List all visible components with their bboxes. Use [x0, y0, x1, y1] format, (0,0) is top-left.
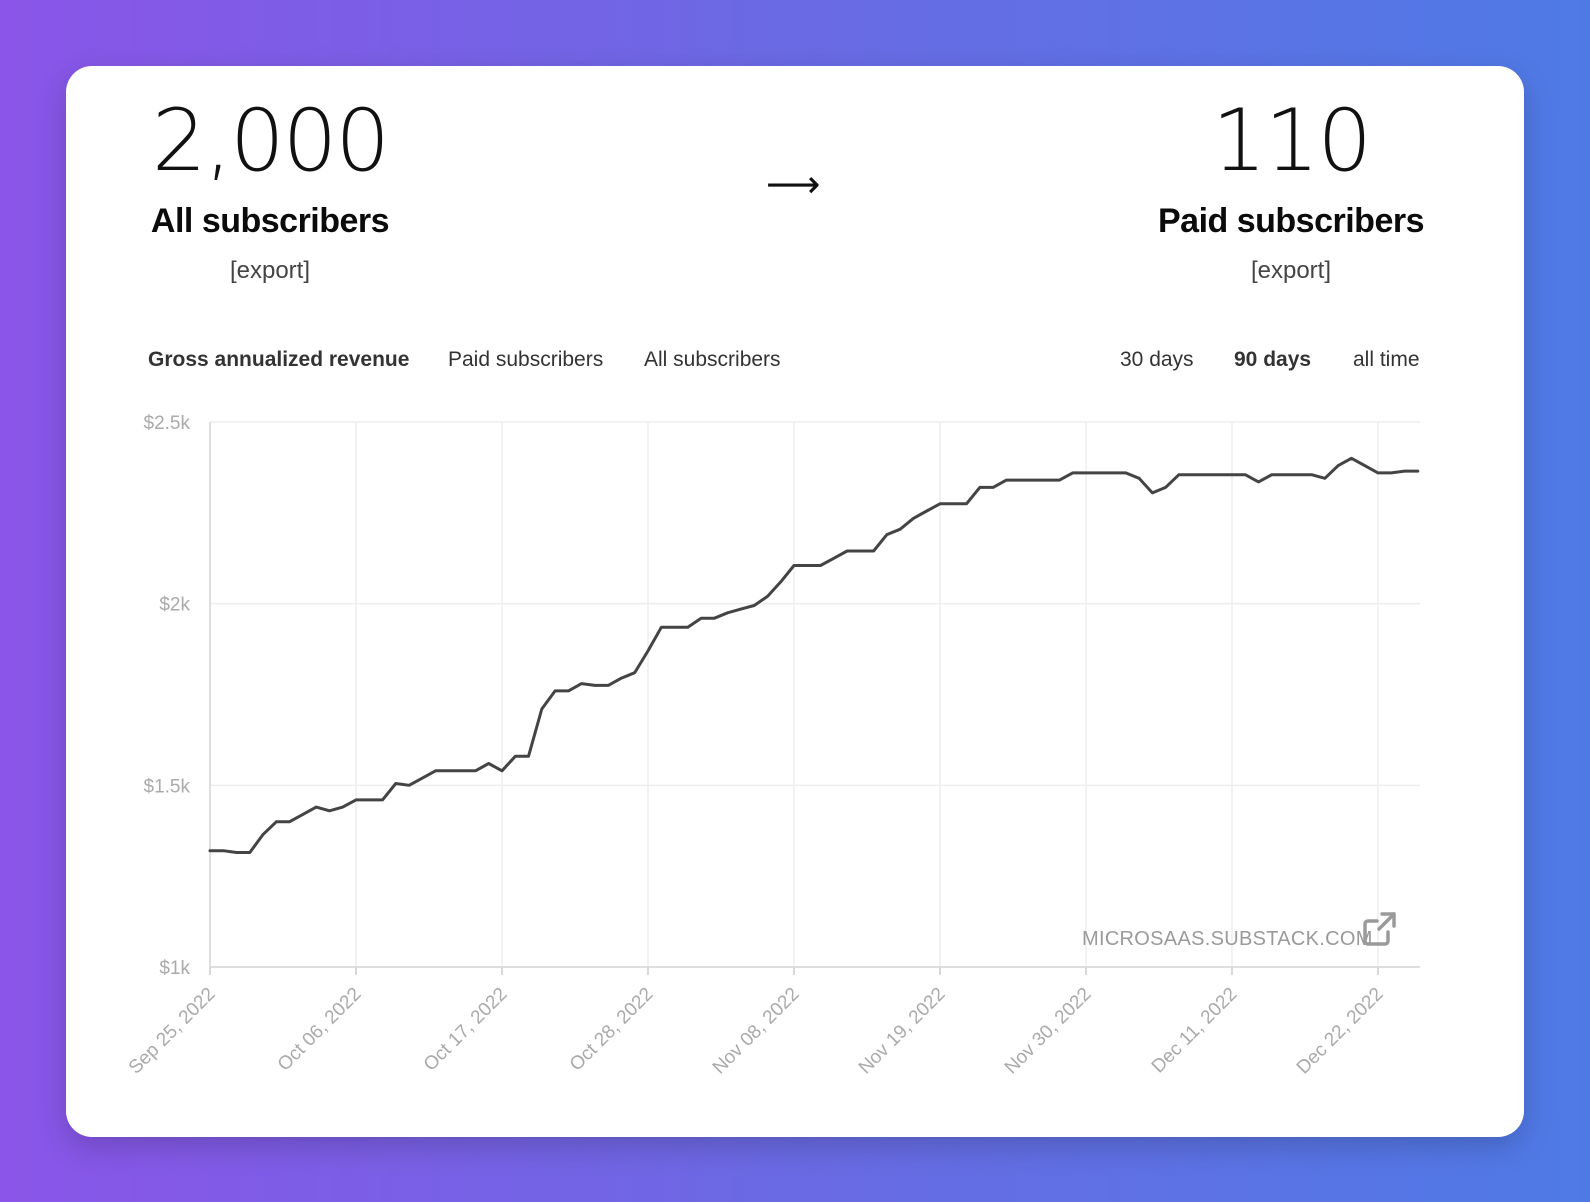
x-tick-label: Oct 17, 2022 — [420, 984, 512, 1076]
all-subscribers-export-link[interactable]: [export] — [229, 257, 311, 284]
external-link-icon[interactable] — [1360, 908, 1400, 948]
all-subscribers-stat: 2,000 All subscribers [export] — [140, 98, 400, 285]
x-tick-label: Nov 19, 2022 — [855, 984, 950, 1079]
tab-paid-subscribers[interactable]: Paid subscribers — [448, 348, 604, 371]
all-subscribers-label: All subscribers — [150, 202, 390, 240]
y-tick-label: $2k — [159, 595, 190, 616]
x-tick-label: Oct 28, 2022 — [566, 984, 658, 1076]
x-tick-label: Oct 06, 2022 — [274, 984, 366, 1076]
range-all-time[interactable]: all time — [1353, 348, 1420, 371]
revenue-line-chart: $1k $1.5k $2k $2.5k Sep 25, 2022 Oct 06, 2022… — [125, 413, 1420, 1079]
y-tick-label: $1k — [159, 958, 190, 979]
watermark-text: MICROSAAS.SUBSTACK.COM — [1082, 928, 1373, 950]
paid-subscribers-export-link[interactable]: [export] — [1250, 257, 1332, 284]
y-tick-label: $2.5k — [144, 413, 191, 434]
paid-subscribers-count: 110 — [1211, 91, 1372, 191]
arrow-right-icon: ⟶ — [766, 164, 821, 206]
x-tick-label: Dec 11, 2022 — [1148, 984, 1242, 1078]
x-tick-label: Dec 22, 2022 — [1293, 984, 1388, 1079]
tab-all-subscribers[interactable]: All subscribers — [644, 348, 781, 371]
paid-subscribers-stat: 110 Paid subscribers [export] — [1146, 98, 1436, 285]
y-tick-label: $1.5k — [144, 776, 191, 797]
x-tick-label: Nov 08, 2022 — [709, 984, 804, 1079]
tab-gross-annualized-revenue[interactable]: Gross annualized revenue — [148, 348, 410, 371]
analytics-card: 2,000 All subscribers [export] ⟶ 110 Pai… — [66, 66, 1524, 1137]
x-tick-label: Nov 30, 2022 — [1001, 984, 1096, 1079]
paid-subscribers-label: Paid subscribers — [1157, 202, 1425, 240]
x-tick-label: Sep 25, 2022 — [125, 984, 220, 1079]
all-subscribers-count: 2,000 — [151, 91, 390, 191]
revenue-series-line — [208, 456, 1420, 854]
range-30-days[interactable]: 30 days — [1120, 348, 1194, 371]
range-90-days[interactable]: 90 days — [1234, 348, 1312, 371]
